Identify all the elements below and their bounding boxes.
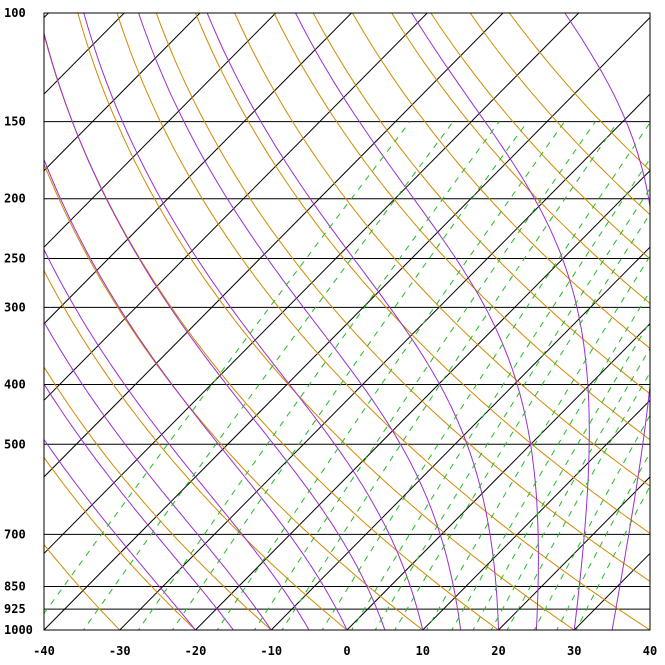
mixing-ratio-0.1 [44, 121, 411, 615]
dry-adiabat-110 [391, 13, 650, 305]
moist-adiabat--10 [44, 321, 272, 630]
moist-adiabat-5 [44, 31, 386, 630]
isotherm--120 [44, 13, 50, 19]
pressure-label-500: 500 [4, 437, 26, 451]
pressure-label-300: 300 [4, 300, 26, 314]
dry-adiabat-140 [508, 13, 650, 172]
dry-adiabat-60 [194, 13, 650, 534]
isotherm--70 [44, 13, 428, 402]
mixing-ratio-14 [490, 347, 650, 630]
mixing-ratio-2 [281, 121, 619, 630]
temp-label-8: 40 [643, 644, 657, 658]
pressure-label-250: 250 [4, 252, 26, 266]
moist-adiabat-20 [206, 13, 499, 630]
pressure-label-1000: 1000 [4, 623, 33, 637]
mixing-ratio-1 [216, 121, 566, 630]
isotherm--60 [44, 13, 504, 478]
dry-adiabat-0 [44, 269, 348, 630]
temp-label-1: -30 [109, 644, 131, 658]
dry-adiabat-20 [44, 32, 500, 630]
temp-label-6: 20 [491, 644, 505, 658]
plot-frame [43, 12, 651, 631]
isotherm--80 [44, 13, 353, 325]
dry-adiabat--30 [44, 543, 121, 630]
moist-adiabat-25 [295, 13, 539, 630]
moist-adiabat-35 [564, 13, 650, 630]
dry-adiabat-50 [155, 13, 650, 582]
dry-adiabat-10 [44, 162, 424, 630]
dry-adiabat-30 [77, 13, 576, 630]
mixing-ratio-20 [533, 414, 650, 630]
temp-label-3: -10 [260, 644, 282, 658]
mixing-ratio-16 [506, 371, 650, 630]
dry-adiabat-100 [351, 13, 650, 350]
dry-adiabat-70 [234, 13, 650, 487]
isotherm-20 [497, 476, 650, 630]
pressure-label-150: 150 [4, 115, 26, 129]
mixing-ratio-1.5 [253, 121, 596, 630]
temp-label-0: -40 [33, 644, 55, 658]
isotherm-40 [649, 629, 650, 630]
mixing-ratio-24 [556, 451, 650, 630]
isotherm--10 [270, 246, 650, 630]
mixing-ratio-0.6 [171, 121, 528, 630]
pressure-label-850: 850 [4, 579, 26, 593]
mixing-ratio-0.4 [137, 121, 500, 630]
dry-adiabat--10 [44, 366, 273, 630]
moist-adiabat-10 [83, 13, 424, 630]
moist-adiabat--15 [44, 383, 234, 630]
mixing-ratio-8 [426, 255, 650, 630]
moist-adiabat-15 [138, 13, 462, 630]
temp-label-2: -20 [185, 644, 207, 658]
pressure-label-100: 100 [4, 6, 26, 20]
mixing-ratio-4 [351, 158, 650, 630]
temp-label-7: 30 [567, 644, 581, 658]
pressure-label-700: 700 [4, 527, 26, 541]
moist-adiabat-0 [44, 158, 348, 630]
moist-adiabat--5 [44, 248, 310, 630]
isotherm--90 [44, 13, 277, 248]
mixing-ratio-12 [472, 320, 650, 630]
mixing-ratio-28 [575, 485, 650, 630]
dry-adiabat-40 [116, 13, 650, 630]
pressure-label-925: 925 [4, 602, 26, 616]
mixing-ratio-10 [451, 290, 650, 630]
pressure-label-200: 200 [4, 192, 26, 206]
isotherm--40 [44, 16, 650, 630]
dry-adiabat-120 [430, 13, 650, 260]
isotherm--20 [194, 169, 650, 630]
dry-adiabat-90 [312, 13, 650, 395]
isotherm--100 [44, 13, 201, 172]
mixing-ratio-0.2 [82, 121, 454, 630]
temp-label-5: 10 [416, 644, 430, 658]
isotherm-0 [346, 323, 650, 630]
plot-area [44, 13, 650, 630]
isotherm--50 [44, 13, 580, 555]
moist-adiabat--20 [44, 438, 196, 630]
pressure-label-400: 400 [4, 377, 26, 391]
temp-label-4: 0 [343, 644, 350, 658]
dry-adiabat--20 [44, 456, 197, 630]
mixing-ratio-3 [321, 121, 650, 630]
dry-adiabat-80 [273, 13, 650, 441]
